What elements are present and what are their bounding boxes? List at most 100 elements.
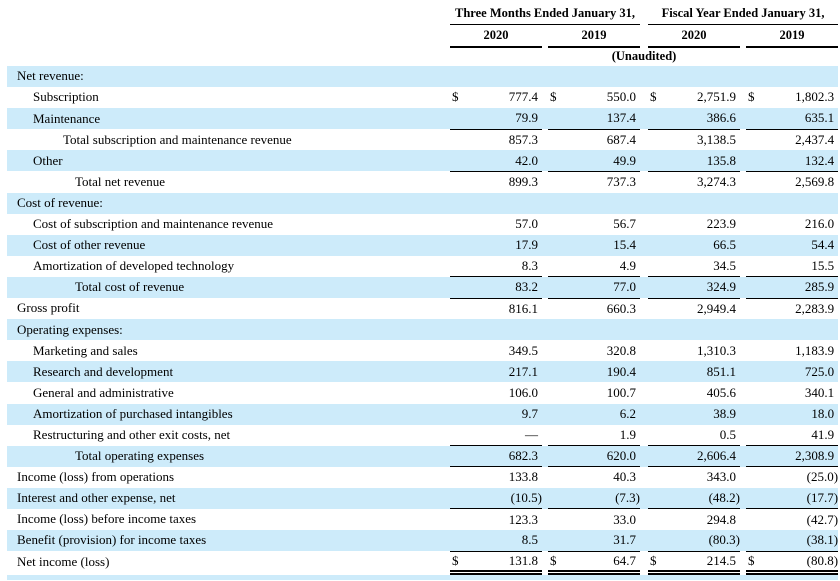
dollar-sign-cell xyxy=(548,530,566,552)
dollar-sign-cell xyxy=(648,487,667,510)
value-cell: (38.1) xyxy=(764,530,839,552)
column-gap xyxy=(542,445,548,467)
dollar-sign-cell xyxy=(648,192,667,214)
dollar-sign-cell xyxy=(648,108,667,130)
value-cell: (48.2) xyxy=(666,487,741,510)
dollar-sign-cell xyxy=(450,382,468,403)
value-cell: (7.3) xyxy=(566,487,641,510)
value-cell: 131.8 xyxy=(468,551,542,575)
column-gap xyxy=(542,487,548,509)
value-cell xyxy=(468,66,542,88)
dollar-sign-cell xyxy=(648,234,667,256)
value-cell: 2,437.4 xyxy=(795,131,835,147)
value-cell: 1,802.3 xyxy=(795,89,835,105)
dollar-sign-cell: $ xyxy=(748,89,755,105)
value-cell: 0.5 xyxy=(666,424,741,447)
dollar-sign-cell xyxy=(450,445,468,468)
dollar-sign-cell xyxy=(746,530,765,552)
dollar-sign-cell xyxy=(648,298,666,319)
value-cell: 1,183.9 xyxy=(795,342,835,358)
value-cell xyxy=(666,319,741,341)
column-gap xyxy=(542,66,548,88)
table-row: Interest and other expense, net (10.5) (7.… xyxy=(7,487,839,510)
value-cell xyxy=(764,192,839,214)
column-gap xyxy=(640,445,649,467)
column-gap xyxy=(542,192,548,214)
dollar-sign-cell xyxy=(450,129,468,150)
dollar-sign-cell xyxy=(746,509,764,530)
value-cell: 851.1 xyxy=(666,361,741,383)
value-cell: 34.5 xyxy=(666,255,741,278)
value-cell: — xyxy=(468,424,542,447)
column-gap xyxy=(542,530,548,552)
column-gap xyxy=(740,445,747,467)
value-cell: (10.5) xyxy=(468,487,542,510)
value-cell: 857.3 xyxy=(508,131,538,147)
value-cell: 2,308.9 xyxy=(764,445,839,468)
column-gap xyxy=(640,340,648,361)
value-cell: 1,310.3 xyxy=(697,342,737,358)
year-header-3m-2020: 2020 xyxy=(450,24,542,48)
value-cell xyxy=(666,66,741,88)
column-gap xyxy=(640,192,649,214)
dollar-sign-cell xyxy=(548,382,566,403)
row-label: Gross profit xyxy=(17,300,80,316)
dollar-sign-cell: $ xyxy=(550,89,557,105)
header-spacer xyxy=(7,24,450,47)
column-gap xyxy=(740,108,747,130)
value-cell: 123.3 xyxy=(508,511,538,527)
column-gap xyxy=(542,234,548,256)
dollar-sign-cell xyxy=(450,487,468,510)
value-cell: 38.9 xyxy=(666,403,741,425)
column-gap xyxy=(640,467,648,488)
dollar-sign-cell xyxy=(548,487,566,510)
row-label: Total operating expenses xyxy=(7,445,450,467)
column-gap xyxy=(740,487,747,509)
row-label: Cost of subscription and maintenance rev… xyxy=(33,216,274,232)
table-row: Total subscription and maintenance reven… xyxy=(7,129,838,150)
value-cell: 405.6 xyxy=(706,384,737,400)
dollar-sign-cell xyxy=(746,424,765,447)
header-spacer xyxy=(7,0,450,24)
column-gap xyxy=(740,319,747,341)
table-row: Total net revenue 899.3 737.3 3,274.3 2,569.… xyxy=(7,171,838,192)
value-cell: 3,138.5 xyxy=(697,131,737,147)
dollar-sign-cell xyxy=(548,361,566,383)
value-cell: 285.9 xyxy=(764,276,839,299)
dollar-sign-cell xyxy=(548,192,566,214)
value-cell: 294.8 xyxy=(706,511,737,527)
value-cell: 340.1 xyxy=(804,384,835,400)
dollar-sign-cell: $ xyxy=(548,551,566,575)
value-cell: 725.0 xyxy=(764,361,839,383)
column-gap xyxy=(740,530,747,552)
value-cell: 386.6 xyxy=(666,108,741,130)
value-cell: 324.9 xyxy=(666,276,741,299)
value-cell: 1.9 xyxy=(566,424,641,447)
dollar-sign-cell xyxy=(746,234,765,256)
column-gap xyxy=(640,66,649,88)
dollar-sign-cell xyxy=(548,298,566,319)
dollar-sign-cell xyxy=(450,276,468,299)
value-cell: 6.2 xyxy=(566,403,641,425)
column-gap xyxy=(640,551,648,572)
dollar-sign-cell xyxy=(648,319,667,341)
dollar-sign-cell xyxy=(746,298,764,319)
dollar-sign-cell xyxy=(548,319,566,341)
value-cell: 190.4 xyxy=(566,361,641,383)
column-gap xyxy=(640,425,648,446)
column-gap xyxy=(640,150,649,172)
value-cell: 49.9 xyxy=(566,150,641,172)
column-gap xyxy=(640,319,649,341)
dollar-sign-cell xyxy=(548,214,566,235)
table-row: Cost of revenue: xyxy=(7,192,839,214)
value-cell: 343.0 xyxy=(706,469,737,485)
column-gap xyxy=(740,403,747,425)
table-row: General and administrative 106.0 100.7 405.… xyxy=(7,382,838,403)
dollar-sign-cell xyxy=(548,340,566,361)
row-label: Amortization of purchased intangibles xyxy=(7,403,450,425)
row-label: Amortization of developed technology xyxy=(33,258,235,274)
dollar-sign-cell: $ xyxy=(452,89,459,105)
dollar-sign-cell xyxy=(746,214,764,235)
column-gap xyxy=(542,361,548,383)
